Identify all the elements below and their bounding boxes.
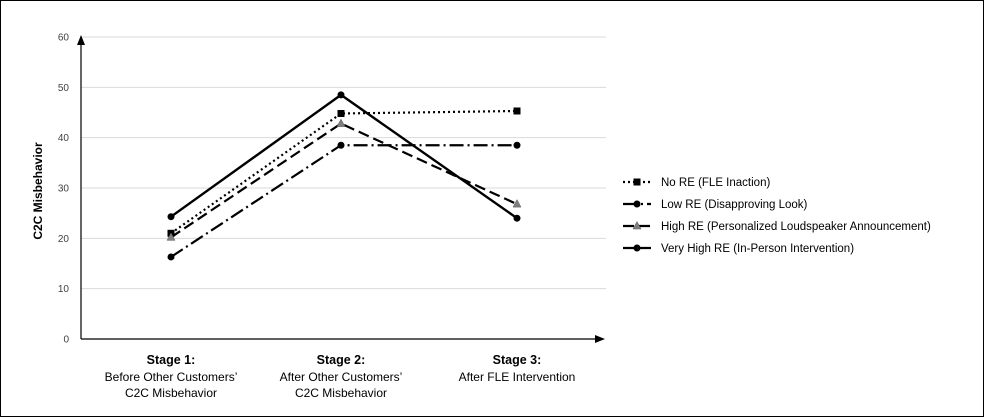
data-point [632,220,642,230]
data-point [512,199,522,208]
legend-label: High RE (Personalized Loudspeaker Announ… [661,221,931,233]
legend-label: Low RE (Disapproving Look) [661,199,808,211]
data-point [337,91,345,99]
data-point [513,107,521,115]
category-title: Stage 3: [493,353,542,367]
series-2 [167,141,521,261]
data-point [633,244,641,252]
category-label-line: C2C Misbehavior [295,386,387,400]
data-point [513,214,521,222]
data-point [336,118,346,127]
gridlines [81,36,606,290]
data-point [167,253,175,261]
category-title: Stage 2: [317,353,366,367]
data-point [633,178,641,186]
data-point [633,200,641,208]
series-3 [166,118,522,241]
legend-item: No RE (FLE Inaction) [623,177,770,189]
y-tick-label: 40 [58,133,70,144]
category-labels: Stage 1: Before Other Customers’ C2C Misbe… [105,353,576,400]
y-axis-label: C2C Misbehavior [31,142,45,240]
x-axis-arrow [595,335,605,343]
legend-item: High RE (Personalized Loudspeaker Announ… [623,220,931,233]
legend-item: Low RE (Disapproving Look) [623,199,808,211]
series-1 [167,107,521,237]
series-4 [167,91,521,222]
y-axis-arrow [77,35,85,45]
series-line [170,144,517,258]
category-label-line: Before Other Customers’ [105,370,238,384]
legend: No RE (FLE Inaction) Low RE (Disapproving… [623,177,931,255]
data-point [167,213,175,221]
category-label-line: After FLE Intervention [459,370,576,384]
category-title: Stage 1: [147,353,196,367]
legend-label: No RE (FLE Inaction) [661,177,770,189]
series-line [170,109,518,235]
category-label-line: After Other Customers’ [280,370,403,384]
legend-item: Very High RE (In-Person Intervention) [623,243,854,255]
y-tick-label: 20 [58,234,70,245]
legend-label: Very High RE (In-Person Intervention) [661,243,854,255]
y-tick-label: 60 [58,33,70,44]
y-tick-label: 0 [63,335,69,346]
data-point [166,232,176,241]
data-point [513,141,521,149]
axes [77,35,605,343]
data-point [337,110,345,118]
series-line [170,122,518,239]
y-tick-label: 30 [58,184,70,195]
y-axis-ticks: 0 10 20 30 40 50 60 [58,33,70,346]
series-group [166,91,522,261]
category-label-line: C2C Misbehavior [125,386,217,400]
data-point [337,141,345,149]
y-tick-label: 50 [58,83,70,94]
y-tick-label: 10 [58,284,70,295]
